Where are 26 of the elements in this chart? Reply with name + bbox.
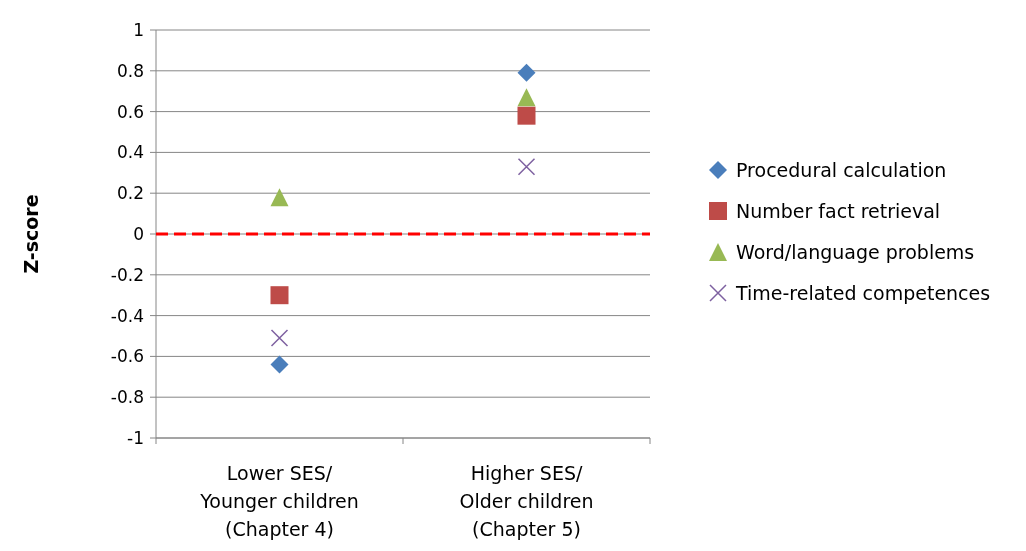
- y-axis-title: Z-score: [20, 194, 42, 274]
- point: [270, 355, 289, 374]
- y-tick-label: 1: [133, 19, 144, 40]
- y-tick-label: 0: [133, 223, 144, 244]
- point: [517, 106, 536, 125]
- x-tick-label: Lower SES/ Younger children (Chapter 4): [199, 462, 359, 540]
- y-tick-label: 0.4: [116, 142, 144, 163]
- y-tick-label: -0.2: [110, 264, 144, 285]
- y-tick-label: -0.8: [110, 387, 144, 408]
- legend-label: Word/language problems: [736, 240, 975, 263]
- point: [517, 63, 536, 82]
- y-tick-label: 0.2: [116, 183, 144, 204]
- y-tick-label: -0.6: [110, 346, 144, 367]
- point: [517, 88, 536, 107]
- y-tick-label: 0.6: [116, 101, 144, 122]
- legend-label: Procedural calculation: [736, 158, 947, 181]
- x-tick-label: Higher SES/ Older children (Chapter 5): [459, 462, 594, 540]
- y-tick-label: -1: [127, 427, 144, 448]
- legend-label: Time-related competences: [735, 281, 991, 304]
- y-tick-label: 0.8: [116, 60, 144, 81]
- point: [517, 157, 536, 176]
- y-tick-label: -0.4: [110, 305, 144, 326]
- point: [270, 329, 289, 347]
- point: [270, 286, 289, 305]
- point: [270, 188, 289, 207]
- legend-label: Number fact retrieval: [736, 199, 941, 222]
